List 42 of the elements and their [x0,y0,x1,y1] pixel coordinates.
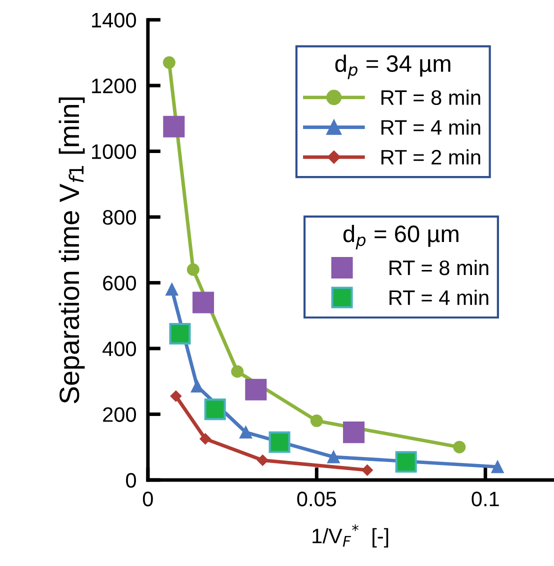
point [491,460,504,474]
point [186,263,200,276]
point [231,365,244,378]
x-tick-label: 0 [142,492,153,506]
point [200,433,211,444]
point [395,451,417,473]
text: d$_{p}$ = 60 µm [343,224,458,250]
y-tick-label: 600 [103,276,136,291]
legend-label: RT = 2 min [381,149,480,164]
x-tick-label: 0.05 [297,492,336,506]
y-tick-label: 400 [102,341,136,356]
point [343,422,365,444]
point [453,440,466,454]
y-tick-label: 0 [126,472,136,488]
point [240,426,252,439]
legend-label: RT = 8 min [381,90,480,105]
point [166,283,178,296]
y-tick-label: 800 [102,210,136,225]
point [257,454,268,466]
point [310,414,323,428]
legend-label: RT = 4 min [381,119,480,135]
x-axis-title: 1/V$_{F}$$^{*}$ [-] [312,524,388,548]
y-axis-title: Separation time V$_{f1}$ [min] [58,98,85,404]
x-tick-label: 0.1 [472,492,499,506]
y-tick-label: 200 [103,407,136,422]
point [268,431,290,453]
point [327,450,340,464]
legend-label: RT = 4 min [390,290,488,305]
point [162,56,176,69]
legend-label: RT = 8 min [390,260,488,276]
point [245,378,267,400]
point [362,464,373,476]
y-tick-label: 1200 [92,78,136,94]
point [192,292,214,314]
point [190,380,204,393]
y-tick-label: 1000 [92,144,136,160]
point [163,116,185,138]
y-tick-label: 1400 [92,12,136,28]
point [170,390,182,402]
text: d$_{p}$ = 34 µm [335,54,450,80]
point [169,322,191,344]
point [204,398,226,420]
